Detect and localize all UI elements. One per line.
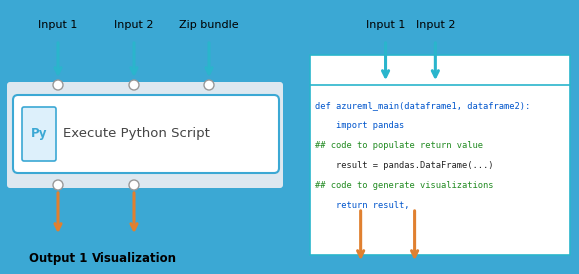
Circle shape — [204, 80, 214, 90]
Text: Input 2: Input 2 — [114, 20, 154, 30]
Text: Output 1: Output 1 — [29, 252, 87, 265]
FancyBboxPatch shape — [7, 82, 283, 188]
Text: def azureml_main(dataframe1, dataframe2):: def azureml_main(dataframe1, dataframe2)… — [315, 101, 530, 110]
Text: import pandas: import pandas — [315, 121, 404, 130]
Text: Input 1: Input 1 — [366, 20, 405, 30]
Text: Input 1: Input 1 — [38, 20, 78, 30]
Text: Execute Python Script: Execute Python Script — [63, 127, 210, 141]
FancyBboxPatch shape — [13, 95, 279, 173]
Circle shape — [129, 80, 139, 90]
Text: ## code to generate visualizations: ## code to generate visualizations — [315, 181, 493, 190]
Text: Input 2: Input 2 — [416, 20, 455, 30]
Text: Visualization: Visualization — [91, 252, 177, 265]
Text: ## code to populate return value: ## code to populate return value — [315, 141, 483, 150]
Text: Zip bundle: Zip bundle — [179, 20, 239, 30]
Circle shape — [53, 80, 63, 90]
Text: result = pandas.DataFrame(...): result = pandas.DataFrame(...) — [315, 161, 493, 170]
FancyBboxPatch shape — [310, 55, 570, 255]
Circle shape — [53, 180, 63, 190]
Text: return result,: return result, — [315, 201, 409, 210]
FancyBboxPatch shape — [22, 107, 56, 161]
Circle shape — [129, 180, 139, 190]
Text: Py: Py — [31, 127, 47, 141]
